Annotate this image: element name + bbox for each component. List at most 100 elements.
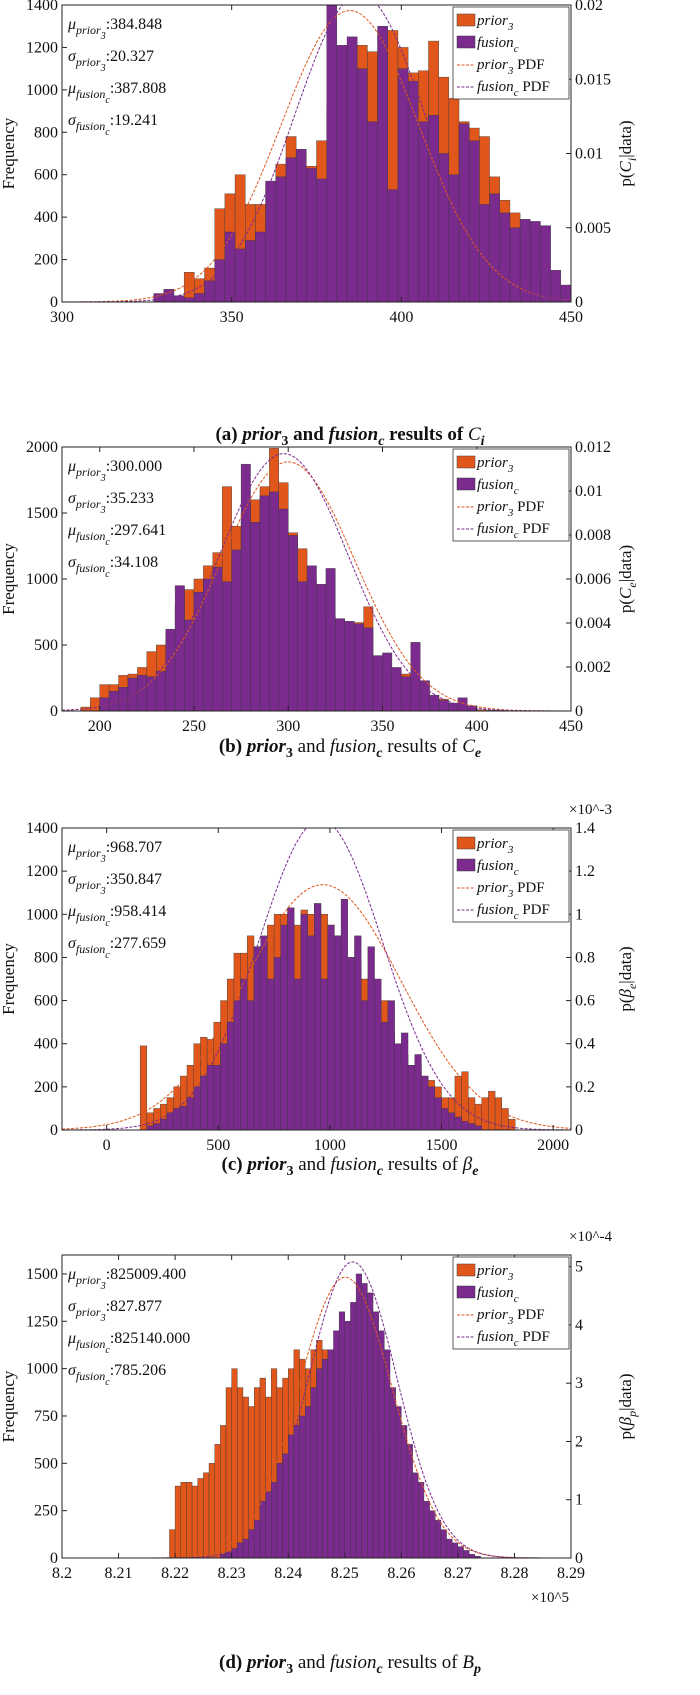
y-tick-label: 1000 [26, 571, 58, 588]
bar-fusion-c [550, 269, 562, 302]
text-span: fusion [330, 1652, 376, 1673]
text-span: fusion [76, 87, 105, 101]
bar-fusion-c [245, 240, 256, 302]
bar-fusion-c [184, 619, 195, 711]
bar-fusion-c [387, 1000, 395, 1130]
text-span: 3 [100, 473, 106, 484]
right-y-tick-label: 1 [575, 906, 583, 923]
right-y-tick-label: 0.015 [575, 71, 611, 88]
bar-fusion-c [446, 1538, 453, 1558]
plot-area [62, 1261, 571, 1558]
text-span: :277.659 [110, 935, 166, 952]
text-span: prior [75, 23, 101, 37]
bar-prior-3 [191, 1485, 198, 1558]
legend-entry: fusionc [477, 1285, 519, 1305]
right-axis-label: p(Ce|data) [616, 545, 639, 613]
text-span: 3 [100, 854, 106, 865]
x-tick-label: 8.23 [218, 1565, 246, 1582]
text-span: fusion [330, 1154, 376, 1175]
text-span: μ [67, 1266, 76, 1283]
legend-entry: prior3 PDF [476, 57, 545, 77]
bar-fusion-c [304, 1406, 312, 1558]
text-span: prior [476, 836, 508, 852]
bar-fusion-c [461, 1121, 469, 1130]
y-axis-label: Frequency [0, 117, 18, 189]
bar-fusion-c [310, 1387, 317, 1558]
x-tick-label: 8.21 [105, 1565, 133, 1582]
text-span: :297.641 [110, 522, 166, 539]
text-span: σ [68, 48, 77, 65]
text-span: 3 [286, 1662, 293, 1677]
right-y-tick-label: 1.4 [575, 820, 595, 837]
pdf-curve-fusion-c [62, 453, 571, 711]
text-span: fusion [76, 910, 105, 924]
right-y-tick-label: 0.8 [575, 949, 595, 966]
bar-fusion-c [367, 946, 375, 1130]
chart-panel-a: 300 350 400 450020040060080010001200140000.… [0, 0, 639, 449]
pdf-curve-prior-3 [62, 10, 571, 302]
text-span: p( [616, 599, 635, 614]
text-span: (c) [222, 1154, 248, 1175]
text-span: c [105, 918, 110, 929]
bar-fusion-c [468, 1123, 476, 1130]
text-span: fusion [329, 424, 379, 445]
bar-fusion-c [401, 1032, 409, 1130]
x-tick-label: 300 [276, 718, 300, 735]
chart-panel-b: 200 250 300 350 400 450050010001500200000.002… [0, 439, 639, 761]
text-span: c [514, 910, 519, 922]
bar-fusion-c [378, 1330, 385, 1558]
bar-prior-3 [237, 1387, 244, 1558]
bar-fusion-c [361, 1283, 368, 1558]
bar-fusion-c [423, 1500, 430, 1558]
x-tick-label: 250 [182, 718, 206, 735]
bar-fusion-c [231, 549, 242, 711]
text-span: 3 [507, 463, 514, 475]
x-tick-label: 8.26 [387, 1565, 415, 1582]
bar-fusion-c [118, 687, 129, 711]
plot-area [62, 448, 571, 711]
legend-patch-fusion [456, 1285, 476, 1299]
bar-fusion-c [314, 903, 322, 1130]
text-span: |data) [616, 120, 635, 157]
bar-fusion-c [389, 1387, 396, 1558]
text-span: 3 [507, 507, 514, 519]
x-tick-label: 8.25 [331, 1565, 359, 1582]
text-span: and [293, 1652, 330, 1673]
chart-panel-c: 0 500 1000 1500 2000 0 200 400 600 800 1000 1200 140… [0, 802, 639, 1179]
text-span: results of [383, 736, 463, 757]
bar-fusion-c [225, 1552, 232, 1558]
text-span: σ [68, 871, 77, 888]
stat-annotation: μprior3:825009.400 [67, 1266, 186, 1292]
stat-annotation: σfusionc:785.206 [68, 1362, 166, 1388]
bar-fusion-c [340, 898, 348, 1130]
text-span: :958.414 [110, 903, 166, 920]
bar-fusion-c [265, 180, 276, 302]
text-span: :785.206 [110, 1362, 166, 1379]
text-span: β [616, 989, 635, 999]
text-span: prior [75, 55, 101, 69]
text-span: prior [75, 465, 101, 479]
text-span: μ [67, 458, 76, 475]
bar-fusion-c [173, 1108, 181, 1130]
bar-fusion-c [327, 924, 335, 1130]
text-span: PDF [513, 880, 544, 896]
bar-fusion-c [204, 280, 215, 302]
text-span: c [514, 866, 519, 878]
plot-frame [61, 1254, 572, 1559]
stat-annotation: σfusionc:277.659 [68, 935, 166, 961]
text-span: p [625, 1411, 639, 1418]
text-span: prior [240, 424, 282, 445]
right-y-tick-label: 0 [575, 294, 583, 311]
bar-fusion-c [344, 1321, 351, 1558]
stat-annotation: μprior3:384.848 [67, 16, 162, 42]
text-span: (d) [219, 1652, 247, 1673]
y-tick-label: 500 [34, 1455, 58, 1472]
plot-area [62, 5, 571, 302]
bar-fusion-c [428, 115, 439, 302]
text-span: prior [245, 736, 287, 757]
bar-fusion-c [255, 231, 266, 302]
bar-fusion-c [347, 957, 355, 1130]
text-span: prior [75, 1273, 101, 1287]
x-tick-label: 450 [559, 309, 583, 326]
